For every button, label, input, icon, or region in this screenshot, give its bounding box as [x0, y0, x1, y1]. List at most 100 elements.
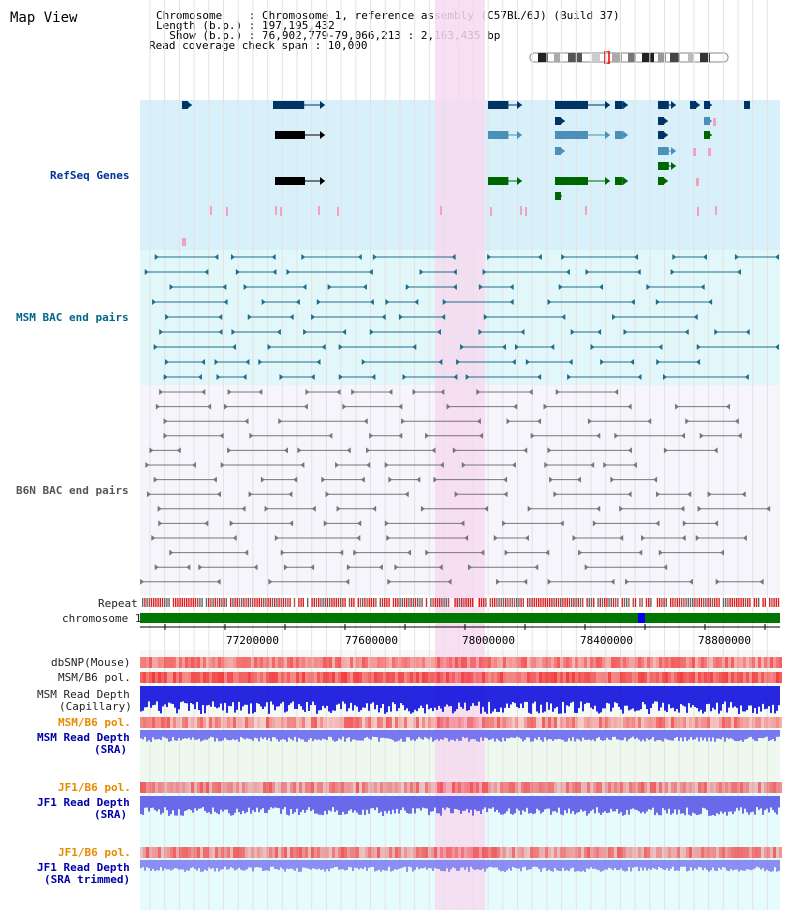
bac-pair-feature[interactable] [503, 491, 508, 498]
bac-pair-feature[interactable] [476, 418, 481, 425]
bac-pair-feature[interactable] [479, 432, 484, 439]
bac-pair-feature[interactable] [585, 269, 590, 275]
bac-pair-feature[interactable] [223, 299, 228, 305]
bac-pair-feature[interactable] [321, 476, 326, 483]
gene-feature[interactable] [320, 101, 325, 109]
bac-pair-feature[interactable] [614, 432, 619, 439]
bac-pair-feature[interactable] [140, 578, 145, 585]
bac-pair-feature[interactable] [151, 535, 156, 541]
bac-pair-feature[interactable] [720, 549, 725, 556]
bac-pair-feature[interactable] [280, 549, 285, 556]
gene-feature[interactable] [488, 177, 509, 185]
gene-feature[interactable] [520, 206, 522, 215]
bac-pair-feature[interactable] [513, 403, 518, 410]
bac-pair-feature[interactable] [152, 299, 157, 305]
bac-pair-feature[interactable] [625, 578, 630, 585]
bac-pair-feature[interactable] [372, 505, 377, 512]
bac-pair-feature[interactable] [372, 254, 377, 260]
bac-pair-feature[interactable] [214, 359, 219, 365]
gene-feature[interactable] [517, 131, 522, 139]
bac-pair-feature[interactable] [405, 284, 410, 290]
bac-pair-feature[interactable] [684, 329, 689, 335]
bac-pair-feature[interactable] [197, 374, 202, 380]
bac-pair-feature[interactable] [300, 462, 305, 468]
bac-pair-feature[interactable] [244, 549, 249, 556]
bac-pair-feature[interactable] [547, 578, 552, 585]
bac-pair-feature[interactable] [144, 269, 149, 275]
gene-feature[interactable] [557, 192, 562, 200]
bac-pair-feature[interactable] [369, 432, 374, 439]
bac-pair-feature[interactable] [555, 389, 560, 395]
bac-pair-feature[interactable] [146, 491, 151, 498]
bac-pair-feature[interactable] [714, 520, 719, 527]
gene-feature[interactable] [715, 206, 717, 215]
bac-pair-feature[interactable] [681, 535, 686, 541]
bac-pair-feature[interactable] [528, 389, 533, 395]
bac-pair-feature[interactable] [537, 254, 542, 260]
bac-pair-feature[interactable] [425, 549, 430, 556]
bac-pair-feature[interactable] [398, 403, 403, 410]
gene-feature[interactable] [210, 206, 212, 215]
gene-feature[interactable] [623, 177, 628, 185]
bac-pair-feature[interactable] [360, 476, 365, 483]
gene-feature[interactable] [658, 147, 669, 155]
bac-pair-feature[interactable] [276, 329, 281, 335]
bac-pair-feature[interactable] [725, 403, 730, 410]
bac-pair-feature[interactable] [219, 432, 224, 439]
gene-feature[interactable] [707, 131, 712, 139]
bac-pair-feature[interactable] [702, 254, 707, 260]
bac-pair-feature[interactable] [232, 535, 237, 541]
bac-pair-feature[interactable] [316, 359, 321, 365]
bac-pair-feature[interactable] [404, 491, 409, 498]
bac-pair-feature[interactable] [362, 284, 367, 290]
bac-pair-feature[interactable] [279, 374, 284, 380]
bac-pair-feature[interactable] [388, 476, 393, 483]
bac-pair-feature[interactable] [356, 535, 361, 541]
bac-pair-feature[interactable] [218, 329, 223, 335]
bac-pair-feature[interactable] [680, 505, 685, 512]
bac-pair-feature[interactable] [439, 462, 444, 468]
gene-feature[interactable] [671, 101, 676, 109]
gene-feature[interactable] [555, 177, 588, 185]
bac-pair-feature[interactable] [452, 284, 457, 290]
gene-feature[interactable] [695, 101, 700, 109]
bac-pair-feature[interactable] [619, 505, 624, 512]
bac-pair-feature[interactable] [297, 447, 302, 454]
bac-pair-feature[interactable] [587, 418, 592, 425]
bac-pair-feature[interactable] [600, 359, 605, 365]
b6n-bac-label[interactable]: B6N BAC end pairs [16, 484, 129, 497]
bac-pair-feature[interactable] [520, 329, 525, 335]
bac-pair-feature[interactable] [227, 447, 232, 454]
bac-pair-feature[interactable] [468, 564, 473, 571]
bac-pair-feature[interactable] [441, 314, 446, 320]
gene-feature[interactable] [337, 207, 339, 216]
gene-feature[interactable] [697, 207, 699, 216]
bac-pair-feature[interactable] [506, 418, 511, 425]
bac-pair-feature[interactable] [440, 389, 445, 395]
bac-pair-feature[interactable] [590, 344, 595, 350]
bac-pair-feature[interactable] [530, 432, 535, 439]
gene-feature[interactable] [690, 101, 696, 109]
bac-pair-feature[interactable] [612, 314, 617, 320]
bac-pair-feature[interactable] [328, 432, 333, 439]
gene-feature[interactable] [555, 117, 561, 125]
bac-pair-feature[interactable] [366, 462, 371, 468]
gene-feature[interactable] [623, 131, 628, 139]
bac-pair-feature[interactable] [145, 462, 150, 468]
bac-pair-feature[interactable] [697, 505, 702, 512]
bac-pair-feature[interactable] [186, 564, 191, 571]
bac-pair-feature[interactable] [496, 578, 501, 585]
bac-pair-feature[interactable] [412, 344, 417, 350]
bac-pair-feature[interactable] [342, 403, 347, 410]
bac-pair-feature[interactable] [658, 549, 663, 556]
bac-pair-feature[interactable] [637, 374, 642, 380]
bac-pair-feature[interactable] [310, 564, 315, 571]
bac-pair-feature[interactable] [153, 476, 158, 483]
bac-pair-feature[interactable] [655, 520, 660, 527]
bac-pair-feature[interactable] [699, 432, 704, 439]
gene-feature[interactable] [663, 131, 668, 139]
bac-pair-feature[interactable] [433, 476, 438, 483]
bac-pair-feature[interactable] [775, 254, 780, 260]
bac-pair-feature[interactable] [713, 447, 718, 454]
gene-feature[interactable] [555, 147, 561, 155]
